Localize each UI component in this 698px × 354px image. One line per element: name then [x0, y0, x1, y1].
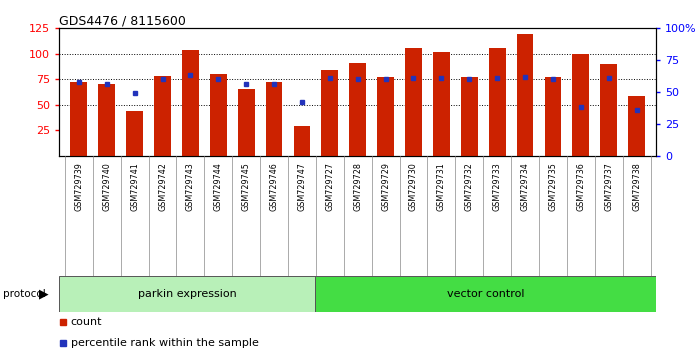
Bar	[544, 77, 561, 156]
Bar	[182, 50, 199, 156]
Bar	[126, 111, 143, 156]
Bar	[70, 82, 87, 156]
Text: parkin expression: parkin expression	[138, 289, 237, 299]
Text: GSM729744: GSM729744	[214, 162, 223, 211]
Text: protocol: protocol	[3, 289, 45, 299]
Text: GSM729742: GSM729742	[158, 162, 167, 211]
Text: GSM729743: GSM729743	[186, 162, 195, 211]
Bar	[210, 74, 227, 156]
Bar	[322, 70, 339, 156]
Text: percentile rank within the sample: percentile rank within the sample	[70, 338, 258, 348]
Bar	[600, 64, 617, 156]
Text: GDS4476 / 8115600: GDS4476 / 8115600	[59, 14, 186, 27]
Text: GSM729736: GSM729736	[577, 162, 586, 211]
Text: GSM729730: GSM729730	[409, 162, 418, 211]
Bar	[461, 77, 477, 156]
Bar	[154, 76, 171, 156]
Bar	[266, 82, 283, 156]
Text: GSM729745: GSM729745	[242, 162, 251, 211]
Text: GSM729739: GSM729739	[75, 162, 83, 211]
Bar	[572, 54, 589, 156]
Text: GSM729738: GSM729738	[632, 162, 641, 211]
Bar	[59, 276, 315, 312]
Text: GSM729729: GSM729729	[381, 162, 390, 211]
Text: GSM729733: GSM729733	[493, 162, 502, 211]
Text: ▶: ▶	[39, 287, 49, 300]
Bar	[238, 90, 255, 156]
Text: GSM729728: GSM729728	[353, 162, 362, 211]
Text: GSM729747: GSM729747	[297, 162, 306, 211]
Bar	[517, 34, 533, 156]
Bar	[405, 48, 422, 156]
Bar	[433, 52, 450, 156]
Bar	[628, 96, 645, 156]
Bar	[315, 276, 656, 312]
Text: GSM729737: GSM729737	[604, 162, 614, 211]
Bar	[98, 84, 115, 156]
Bar	[489, 48, 505, 156]
Bar	[294, 126, 311, 156]
Text: GSM729735: GSM729735	[549, 162, 558, 211]
Text: GSM729732: GSM729732	[465, 162, 474, 211]
Text: GSM729740: GSM729740	[102, 162, 111, 211]
Text: GSM729734: GSM729734	[521, 162, 530, 211]
Text: GSM729746: GSM729746	[269, 162, 279, 211]
Bar	[350, 63, 366, 156]
Text: count: count	[70, 318, 102, 327]
Bar	[377, 77, 394, 156]
Text: vector control: vector control	[447, 289, 524, 299]
Text: GSM729741: GSM729741	[130, 162, 139, 211]
Text: GSM729731: GSM729731	[437, 162, 446, 211]
Text: GSM729727: GSM729727	[325, 162, 334, 211]
